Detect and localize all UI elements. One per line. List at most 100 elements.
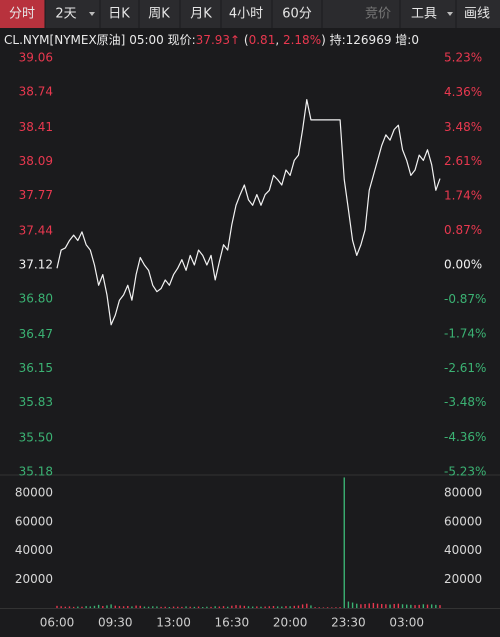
tab[interactable]: 4小时 (229, 7, 263, 22)
volume-bar (368, 603, 370, 608)
x-tick-label: 23:30 (331, 616, 366, 630)
volume-bar (393, 603, 395, 608)
tab-disabled: 竞价 (365, 6, 391, 22)
x-tick-label: 20:00 (273, 616, 308, 630)
volume-bar (60, 606, 62, 608)
tab[interactable]: 2天 (55, 7, 76, 22)
volume-bar (222, 606, 225, 608)
volume-bar (172, 606, 175, 608)
y2-tick-label: 0.00% (444, 258, 482, 272)
volume-bar (131, 606, 133, 608)
y2-tick-label: 5.23% (444, 51, 482, 65)
tab[interactable]: 分时 (9, 7, 35, 22)
volume-bar (364, 603, 366, 608)
volume-bar (256, 606, 258, 608)
volume-bar (152, 606, 154, 608)
volume-bar (77, 606, 79, 608)
comma: , (275, 33, 283, 47)
y-tick-label: 37.77 (19, 188, 53, 202)
volume-bar (81, 606, 83, 608)
volume-bar (231, 605, 233, 608)
tab[interactable]: 画线 (464, 7, 490, 22)
x-tick-label: 13:00 (156, 616, 191, 630)
change-pct: 2.18% (283, 33, 321, 47)
y-tick-label: 20000 (15, 572, 53, 586)
y-tick-label: 60000 (15, 514, 53, 528)
volume-bar (401, 604, 404, 608)
y-tick-label: 35.83 (19, 395, 53, 409)
volume-bar (418, 604, 420, 608)
volume-bar (268, 606, 271, 608)
volume-bar (185, 606, 187, 608)
volume-bar (210, 606, 212, 608)
volume-bar (289, 606, 291, 608)
y2-tick-label: -2.61% (444, 361, 486, 375)
price-label: 现价: (168, 33, 196, 47)
volume-bar (351, 602, 354, 608)
volume-bar (197, 606, 200, 608)
volume-bar (306, 603, 308, 608)
volume-bar (202, 606, 204, 608)
tab[interactable]: 周K (148, 7, 170, 22)
tab[interactable]: 60分 (282, 7, 312, 22)
y-tick-label: 35.50 (19, 430, 53, 444)
y-tick-label: 35.18 (19, 465, 53, 479)
volume-bar (56, 605, 58, 608)
tab[interactable]: 工具 (411, 7, 437, 22)
volume-bar (193, 606, 196, 608)
tab[interactable]: 日K (108, 7, 130, 22)
volume-bar (343, 477, 345, 608)
active-tab[interactable] (0, 0, 45, 28)
y-tick-label: 38.09 (19, 154, 53, 168)
quote-line: CL.NYM[NYMEX原油] 05:00 现价:37.93↑ (0.81, 2… (4, 32, 419, 47)
volume-bar (260, 606, 262, 608)
volume-bar (376, 603, 379, 608)
volume-bar (322, 607, 325, 608)
volume-bar (106, 605, 108, 608)
volume-bar (385, 604, 387, 608)
paren: ) (321, 33, 326, 47)
volume-bar (181, 606, 183, 608)
volume-bar (127, 605, 129, 608)
volume-bar (177, 606, 179, 608)
symbol: CL.NYM[NYMEX原油] (4, 33, 125, 47)
volume-bar (239, 605, 241, 608)
volume-bar (114, 605, 116, 608)
volume-bar (122, 606, 125, 608)
volume-bar (339, 607, 341, 608)
volume-bar (335, 607, 337, 608)
volume-bar (389, 604, 391, 608)
volume-bar (435, 604, 437, 608)
volume-bar (251, 606, 254, 608)
volume-bar (110, 604, 112, 608)
volume-bar (285, 606, 287, 608)
volume-bar (243, 605, 246, 608)
volume-bar (206, 606, 208, 608)
open-interest: 持:126969 (330, 32, 392, 47)
y2-tick-label: -1.74% (444, 326, 486, 340)
volume-bar (235, 605, 237, 608)
volume-bar (189, 606, 191, 608)
y-tick-label: 36.15 (19, 361, 53, 375)
y-tick-label: 36.80 (19, 292, 53, 306)
volume-bar (310, 605, 312, 608)
tab[interactable]: 月K (190, 7, 212, 22)
volume-bar (397, 603, 400, 608)
volume-bar (372, 602, 375, 608)
volume-bar (314, 607, 316, 608)
volume-bar (64, 606, 67, 608)
volume-bar (72, 606, 75, 608)
y-tick-label: 36.47 (19, 327, 53, 341)
y2-tick-label: -5.23% (444, 465, 486, 479)
volume-bar (135, 605, 137, 608)
y2-tick-label: 0.87% (444, 223, 482, 237)
volume-bar (139, 605, 141, 608)
volume-bar (247, 606, 250, 608)
volume-bar (301, 604, 304, 608)
volume-bar (414, 605, 416, 608)
volume-bar (143, 606, 146, 608)
price: 37.93 (196, 33, 230, 47)
